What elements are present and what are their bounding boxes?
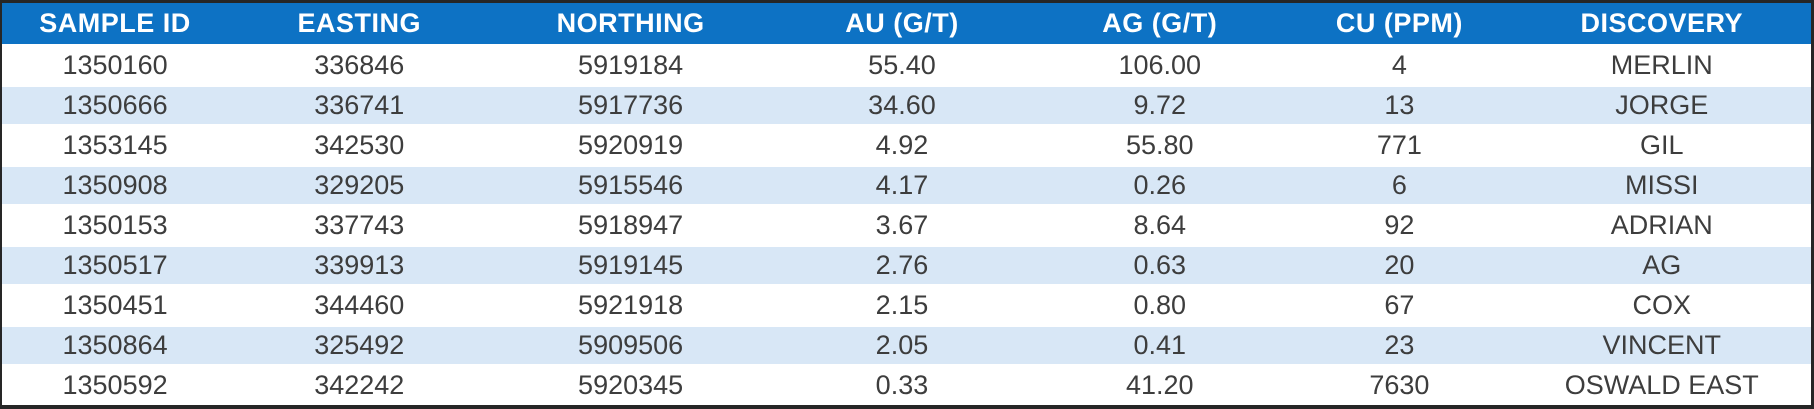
table-cell: 342242 [228,363,491,405]
table-cell: 4.17 [770,163,1034,205]
table-cell: 771 [1286,123,1513,165]
column-header-northing: NORTHING [490,3,771,45]
table-cell: 5918947 [490,203,771,245]
table-row: 1353145 342530 5920919 4.92 55.80 771 GIL [2,123,1811,165]
table-cell: 41.20 [1033,363,1287,405]
table-cell: 0.80 [1033,283,1287,325]
table-cell: 4 [1286,43,1513,85]
table-cell: 20 [1286,243,1513,285]
table-cell: 5920919 [490,123,771,165]
table-row: 1350153 337743 5918947 3.67 8.64 92 ADRIAN [2,203,1811,245]
table-body: 1350160 336846 5919184 55.40 106.00 4 MERLIN 13… [2,43,1811,405]
table-cell: 5909506 [490,323,771,365]
table-cell: ADRIAN [1512,203,1811,245]
table-cell: 8.64 [1033,203,1287,245]
table-cell: 325492 [228,323,491,365]
column-header-sample-id: SAMPLE ID [2,3,229,45]
column-header-ag-g-t: AG (G/T) [1033,3,1287,45]
table-cell: 5915546 [490,163,771,205]
table-row: 1350908 329205 5915546 4.17 0.26 6 MISSI [2,163,1811,205]
table-row: 1350864 325492 5909506 2.05 0.41 23 VINCENT [2,323,1811,365]
table-cell: 339913 [228,243,491,285]
table-cell: 1350908 [2,163,229,205]
table-cell: GIL [1512,123,1811,165]
table-cell: 7630 [1286,363,1513,405]
table-row: 1350451 344460 5921918 2.15 0.80 67 COX [2,283,1811,325]
table-cell: MISSI [1512,163,1811,205]
assay-results-table: SAMPLE ID EASTING NORTHING AU (G/T) AG (G/T)… [2,3,1811,405]
table-cell: 67 [1286,283,1513,325]
column-header-cu-ppm: CU (PPM) [1286,3,1513,45]
table-cell: 337743 [228,203,491,245]
table-cell: 336846 [228,43,491,85]
table-cell: 5920345 [490,363,771,405]
table-cell: 344460 [228,283,491,325]
table-cell: OSWALD EAST [1512,363,1811,405]
table-header: SAMPLE ID EASTING NORTHING AU (G/T) AG (G/T)… [2,3,1811,45]
table-cell: 92 [1286,203,1513,245]
table-cell: 1350160 [2,43,229,85]
table-cell: VINCENT [1512,323,1811,365]
table-row: 1350666 336741 5917736 34.60 9.72 13 JORGE [2,83,1811,125]
table-cell: 23 [1286,323,1513,365]
table-cell: 1350153 [2,203,229,245]
table-cell: 2.05 [770,323,1034,365]
table-cell: 5917736 [490,83,771,125]
table-cell: 1353145 [2,123,229,165]
table-row: 1350160 336846 5919184 55.40 106.00 4 MERLIN [2,43,1811,85]
table-cell: 1350451 [2,283,229,325]
table-cell: 9.72 [1033,83,1287,125]
table-cell: 13 [1286,83,1513,125]
table-cell: MERLIN [1512,43,1811,85]
table-cell: 336741 [228,83,491,125]
header-row: SAMPLE ID EASTING NORTHING AU (G/T) AG (G/T)… [2,3,1811,45]
column-header-au-g-t: AU (G/T) [770,3,1034,45]
table-cell: 5919145 [490,243,771,285]
table-cell: 6 [1286,163,1513,205]
table-cell: 106.00 [1033,43,1287,85]
table-cell: 4.92 [770,123,1034,165]
table-row: 1350517 339913 5919145 2.76 0.63 20 AG [2,243,1811,285]
table-cell: 1350666 [2,83,229,125]
table-row: 1350592 342242 5920345 0.33 41.20 7630 OSWALD … [2,363,1811,405]
table-cell: 34.60 [770,83,1034,125]
table-cell: 329205 [228,163,491,205]
table-cell: 1350517 [2,243,229,285]
column-header-discovery: DISCOVERY [1512,3,1811,45]
table-cell: 1350592 [2,363,229,405]
table-cell: 55.40 [770,43,1034,85]
table-cell: AG [1512,243,1811,285]
table-cell: 3.67 [770,203,1034,245]
table-cell: 55.80 [1033,123,1287,165]
table-cell: 0.63 [1033,243,1287,285]
table-cell: JORGE [1512,83,1811,125]
table-cell: 1350864 [2,323,229,365]
table-cell: 2.76 [770,243,1034,285]
table-cell: 5921918 [490,283,771,325]
table-cell: 0.33 [770,363,1034,405]
column-header-easting: EASTING [228,3,491,45]
table-cell: COX [1512,283,1811,325]
table-cell: 0.41 [1033,323,1287,365]
table-cell: 0.26 [1033,163,1287,205]
table-cell: 2.15 [770,283,1034,325]
table-cell: 5919184 [490,43,771,85]
table-cell: 342530 [228,123,491,165]
